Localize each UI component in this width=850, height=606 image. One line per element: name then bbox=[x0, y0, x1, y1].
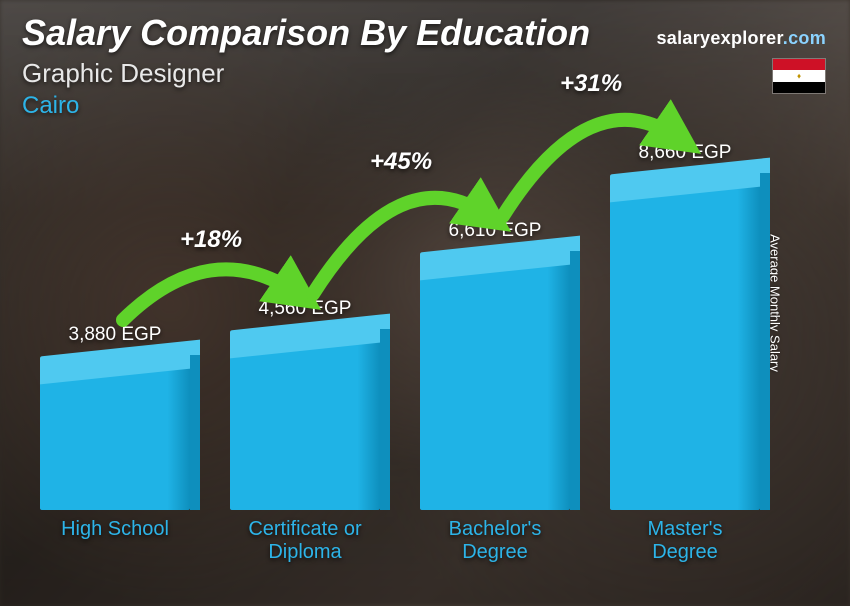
bar-value-label: 4,560 EGP bbox=[205, 298, 405, 320]
chart-city: Cairo bbox=[22, 92, 79, 120]
bar: 8,660 EGPMaster'sDegree bbox=[610, 180, 760, 510]
bar-value-label: 6,610 EGP bbox=[395, 220, 595, 242]
bar-category-label: Certificate orDiploma bbox=[215, 518, 395, 564]
bar-chart: 3,880 EGPHigh School 4,560 EGPCertificate… bbox=[40, 150, 790, 510]
bar-category-label: High School bbox=[25, 518, 205, 541]
brand-domain: .com bbox=[783, 28, 826, 48]
increase-pct-label: +18% bbox=[180, 226, 242, 254]
bar-category-label: Bachelor'sDegree bbox=[405, 518, 585, 564]
country-flag-icon: ♦ bbox=[772, 58, 826, 94]
bar: 3,880 EGPHigh School bbox=[40, 362, 190, 510]
bar-category-label: Master'sDegree bbox=[595, 518, 775, 564]
brand-watermark: salaryexplorer.com bbox=[656, 28, 826, 49]
brand-name: salaryexplorer bbox=[656, 28, 782, 48]
bar: 6,610 EGPBachelor'sDegree bbox=[420, 258, 570, 510]
chart-subtitle: Graphic Designer bbox=[22, 58, 224, 89]
bar-value-label: 3,880 EGP bbox=[15, 324, 215, 346]
increase-pct-label: +31% bbox=[560, 70, 622, 98]
increase-pct-label: +45% bbox=[370, 148, 432, 176]
chart-title: Salary Comparison By Education bbox=[22, 12, 590, 54]
infographic-container: Salary Comparison By Education Graphic D… bbox=[0, 0, 850, 606]
bar: 4,560 EGPCertificate orDiploma bbox=[230, 336, 380, 510]
bar-value-label: 8,660 EGP bbox=[585, 142, 785, 164]
